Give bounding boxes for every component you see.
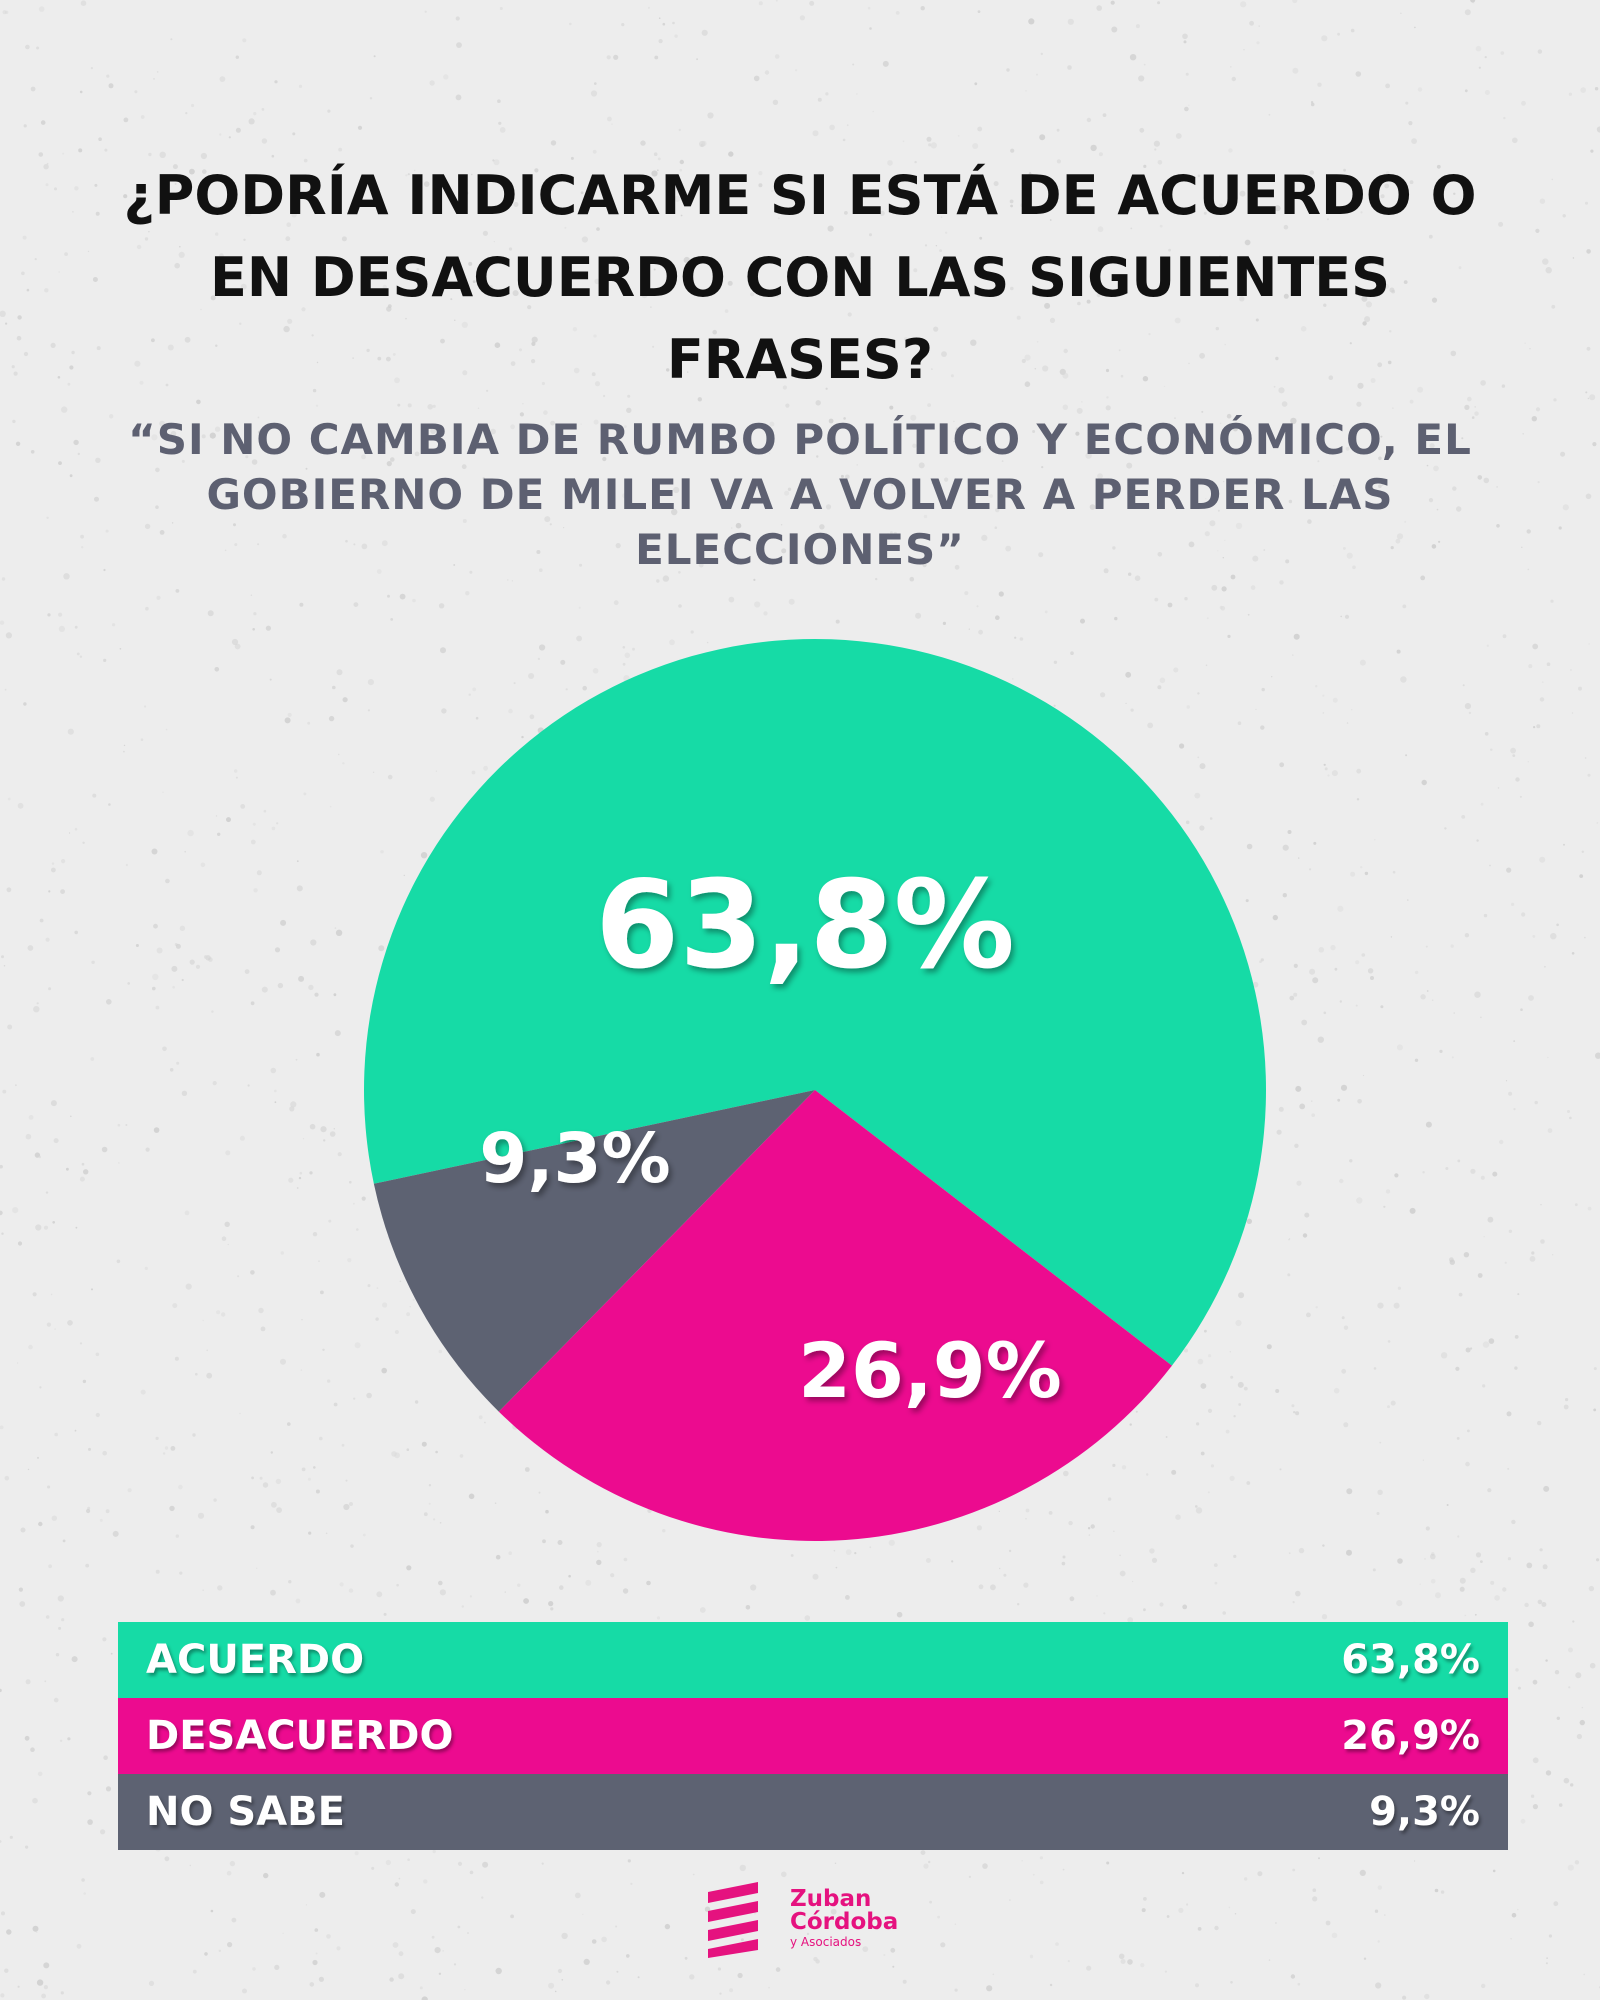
- pie-slice-acuerdo: [364, 638, 1267, 1366]
- legend-label-acuerdo: ACUERDO: [146, 1637, 365, 1683]
- brand-logo: Zuban Córdoba y Asociados: [702, 1878, 898, 1958]
- legend-label-desacuerdo: DESACUERDO: [146, 1713, 454, 1759]
- brand-logo-mark: [708, 1882, 758, 1958]
- legend-value-acuerdo: 63,8%: [1341, 1637, 1480, 1683]
- pie-label-desacuerdo: 26,9%: [798, 1326, 1062, 1415]
- page-title: ¿PODRÍA INDICARME SI ESTÁ DE ACUERDO O E…: [123, 164, 1477, 391]
- logo-line-3: y Asociados: [790, 1935, 862, 1949]
- logo-line-2: Córdoba: [790, 1909, 899, 1935]
- legend-row-desacuerdo: DESACUERDO 26,9%: [118, 1698, 1508, 1774]
- pie-slice-desacuerdo: [498, 1090, 1172, 1542]
- legend-value-no-sabe: 9,3%: [1369, 1789, 1480, 1835]
- brand-logo-text: Zuban Córdoba y Asociados: [790, 1886, 899, 1949]
- pie-label-no-sabe: 9,3%: [479, 1119, 670, 1199]
- legend-row-acuerdo: ACUERDO 63,8%: [118, 1622, 1508, 1698]
- legend-value-desacuerdo: 26,9%: [1341, 1713, 1480, 1759]
- legend-table: ACUERDO 63,8% DESACUERDO 26,9% NO SABE 9…: [118, 1622, 1508, 1850]
- pie-slice-no-sabe: [373, 1090, 815, 1412]
- question-quote: “SI NO CAMBIA DE RUMBO POLÍTICO Y ECONÓM…: [128, 415, 1472, 574]
- logo-line-1: Zuban: [790, 1886, 872, 1912]
- legend-row-no-sabe: NO SABE 9,3%: [118, 1774, 1508, 1850]
- pie-label-acuerdo: 63,8%: [595, 855, 1015, 996]
- legend-label-no-sabe: NO SABE: [146, 1789, 345, 1835]
